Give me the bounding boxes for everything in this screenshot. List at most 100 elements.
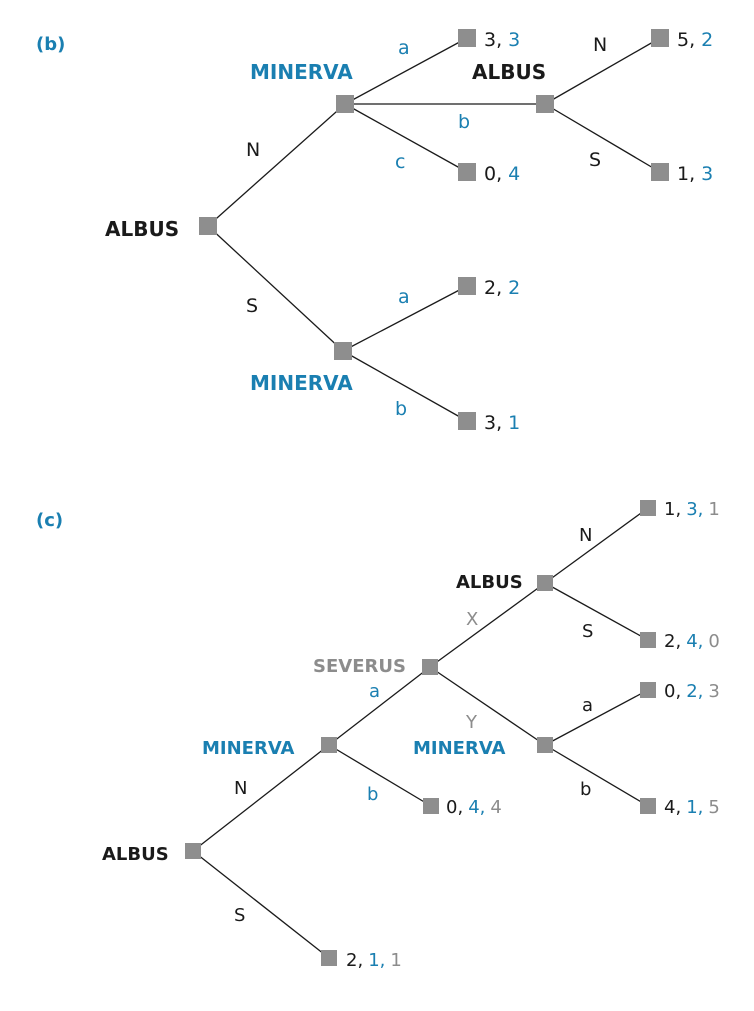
payoff-c-albus-s: 2, 4, 0 — [664, 631, 720, 652]
panel-c: (c) ALBUS — [36, 499, 720, 971]
payoff-severus: 5 — [708, 797, 719, 818]
node-b-albus-second — [536, 95, 554, 113]
move-b-albus-s: S — [589, 149, 601, 171]
leaf-b-top-a — [458, 29, 476, 47]
move-c-minerva-a: a — [369, 681, 380, 702]
edge-c-minerva-a — [328, 666, 431, 746]
move-b-root-s: S — [246, 295, 258, 317]
player-b-root: ALBUS — [105, 217, 179, 241]
payoff-albus: 0, — [484, 163, 502, 185]
edge-c-minerva2-b — [544, 744, 649, 807]
payoff-albus: 0, — [664, 681, 681, 702]
payoff-minerva: 3 — [508, 29, 520, 51]
payoff-severus: 3 — [708, 681, 719, 702]
payoff-albus: 0, — [446, 797, 463, 818]
player-b-albus-second: ALBUS — [472, 60, 546, 84]
payoff-c-minerva-b: 0, 4, 4 — [446, 797, 502, 818]
move-c-albus-s: S — [582, 621, 593, 642]
leaf-b-bottom-a — [458, 277, 476, 295]
panel-b-label: (b) — [36, 34, 65, 55]
payoff-minerva: 1, — [686, 797, 703, 818]
payoff-albus: 2, — [346, 950, 363, 971]
leaf-c-minerva2-b — [640, 798, 656, 814]
payoff-minerva: 4 — [508, 163, 520, 185]
edge-b-root-s — [207, 225, 344, 352]
leaf-c-albus-s — [640, 632, 656, 648]
move-b-top-c: c — [395, 151, 405, 173]
move-b-root-n: N — [246, 139, 260, 161]
move-b-bottom-a: a — [398, 286, 410, 308]
edge-c-root-n — [192, 744, 330, 852]
payoff-c-minerva2-a: 0, 2, 3 — [664, 681, 720, 702]
panel-c-nodes — [185, 500, 656, 966]
payoff-b-top-a: 3, 3 — [484, 29, 520, 51]
leaf-c-minerva-b — [423, 798, 439, 814]
move-c-minerva2-a: a — [582, 695, 593, 716]
player-b-minerva-bottom: MINERVA — [250, 371, 353, 395]
payoff-albus: 1, — [664, 499, 681, 520]
move-b-top-b: b — [458, 111, 470, 133]
payoff-albus: 2, — [484, 277, 502, 299]
payoff-albus: 2, — [664, 631, 681, 652]
payoff-c-albus-n: 1, 3, 1 — [664, 499, 720, 520]
payoff-b-albus-s: 1, 3 — [677, 163, 713, 185]
panel-c-label: (c) — [36, 510, 63, 531]
edge-c-severus-y — [429, 666, 546, 746]
move-c-root-n: N — [234, 778, 247, 799]
edge-b-bottom-b — [342, 350, 468, 422]
move-c-minerva-b: b — [367, 784, 378, 805]
move-c-root-s: S — [234, 905, 245, 926]
edge-b-albus-s — [544, 103, 661, 173]
payoff-severus: 1 — [390, 950, 401, 971]
payoff-minerva: 4, — [468, 797, 485, 818]
payoff-minerva: 2 — [701, 29, 713, 51]
edge-b-top-a — [344, 37, 468, 105]
node-c-albus-second — [537, 575, 553, 591]
leaf-b-albus-s — [651, 163, 669, 181]
edge-b-root-n — [207, 103, 346, 227]
node-c-minerva-second — [537, 737, 553, 753]
payoff-albus: 3, — [484, 412, 502, 434]
edge-c-albus-s — [544, 582, 649, 641]
edge-b-bottom-a — [342, 285, 468, 352]
player-b-minerva-top: MINERVA — [250, 60, 353, 84]
payoff-minerva: 2, — [686, 681, 703, 702]
node-c-severus — [422, 659, 438, 675]
payoff-severus: 1 — [708, 499, 719, 520]
edge-c-minerva2-a — [544, 689, 649, 746]
edge-c-minerva-b — [328, 744, 432, 807]
move-c-severus-x: X — [466, 609, 478, 630]
leaf-b-bottom-b — [458, 412, 476, 430]
panel-b: (b) ALBUS MINERVA — [36, 29, 713, 434]
payoff-b-albus-n: 5, 2 — [677, 29, 713, 51]
node-c-minerva-first — [321, 737, 337, 753]
edge-c-albus-n — [544, 507, 649, 584]
player-c-albus-second: ALBUS — [456, 572, 523, 593]
payoff-severus: 4 — [490, 797, 501, 818]
leaf-b-albus-n — [651, 29, 669, 47]
player-c-severus: SEVERUS — [313, 656, 406, 677]
move-b-albus-n: N — [593, 34, 607, 56]
edge-b-albus-n — [544, 37, 661, 105]
player-c-root: ALBUS — [102, 844, 169, 865]
leaf-b-top-c — [458, 163, 476, 181]
leaf-c-root-s — [321, 950, 337, 966]
move-c-albus-n: N — [579, 525, 592, 546]
payoff-minerva: 2 — [508, 277, 520, 299]
payoff-c-minerva2-b: 4, 1, 5 — [664, 797, 720, 818]
move-c-minerva2-b: b — [580, 779, 591, 800]
payoff-minerva: 4, — [686, 631, 703, 652]
payoff-b-top-c: 0, 4 — [484, 163, 520, 185]
node-c-root — [185, 843, 201, 859]
payoff-albus: 5, — [677, 29, 695, 51]
payoff-c-root-s: 2, 1, 1 — [346, 950, 402, 971]
move-b-bottom-b: b — [395, 398, 407, 420]
node-b-minerva-top — [336, 95, 354, 113]
node-b-root — [199, 217, 217, 235]
payoff-minerva: 3, — [686, 499, 703, 520]
panel-b-nodes — [199, 29, 669, 430]
panel-b-edges — [207, 37, 661, 422]
payoff-severus: 0 — [708, 631, 719, 652]
player-c-minerva-second: MINERVA — [413, 738, 506, 759]
